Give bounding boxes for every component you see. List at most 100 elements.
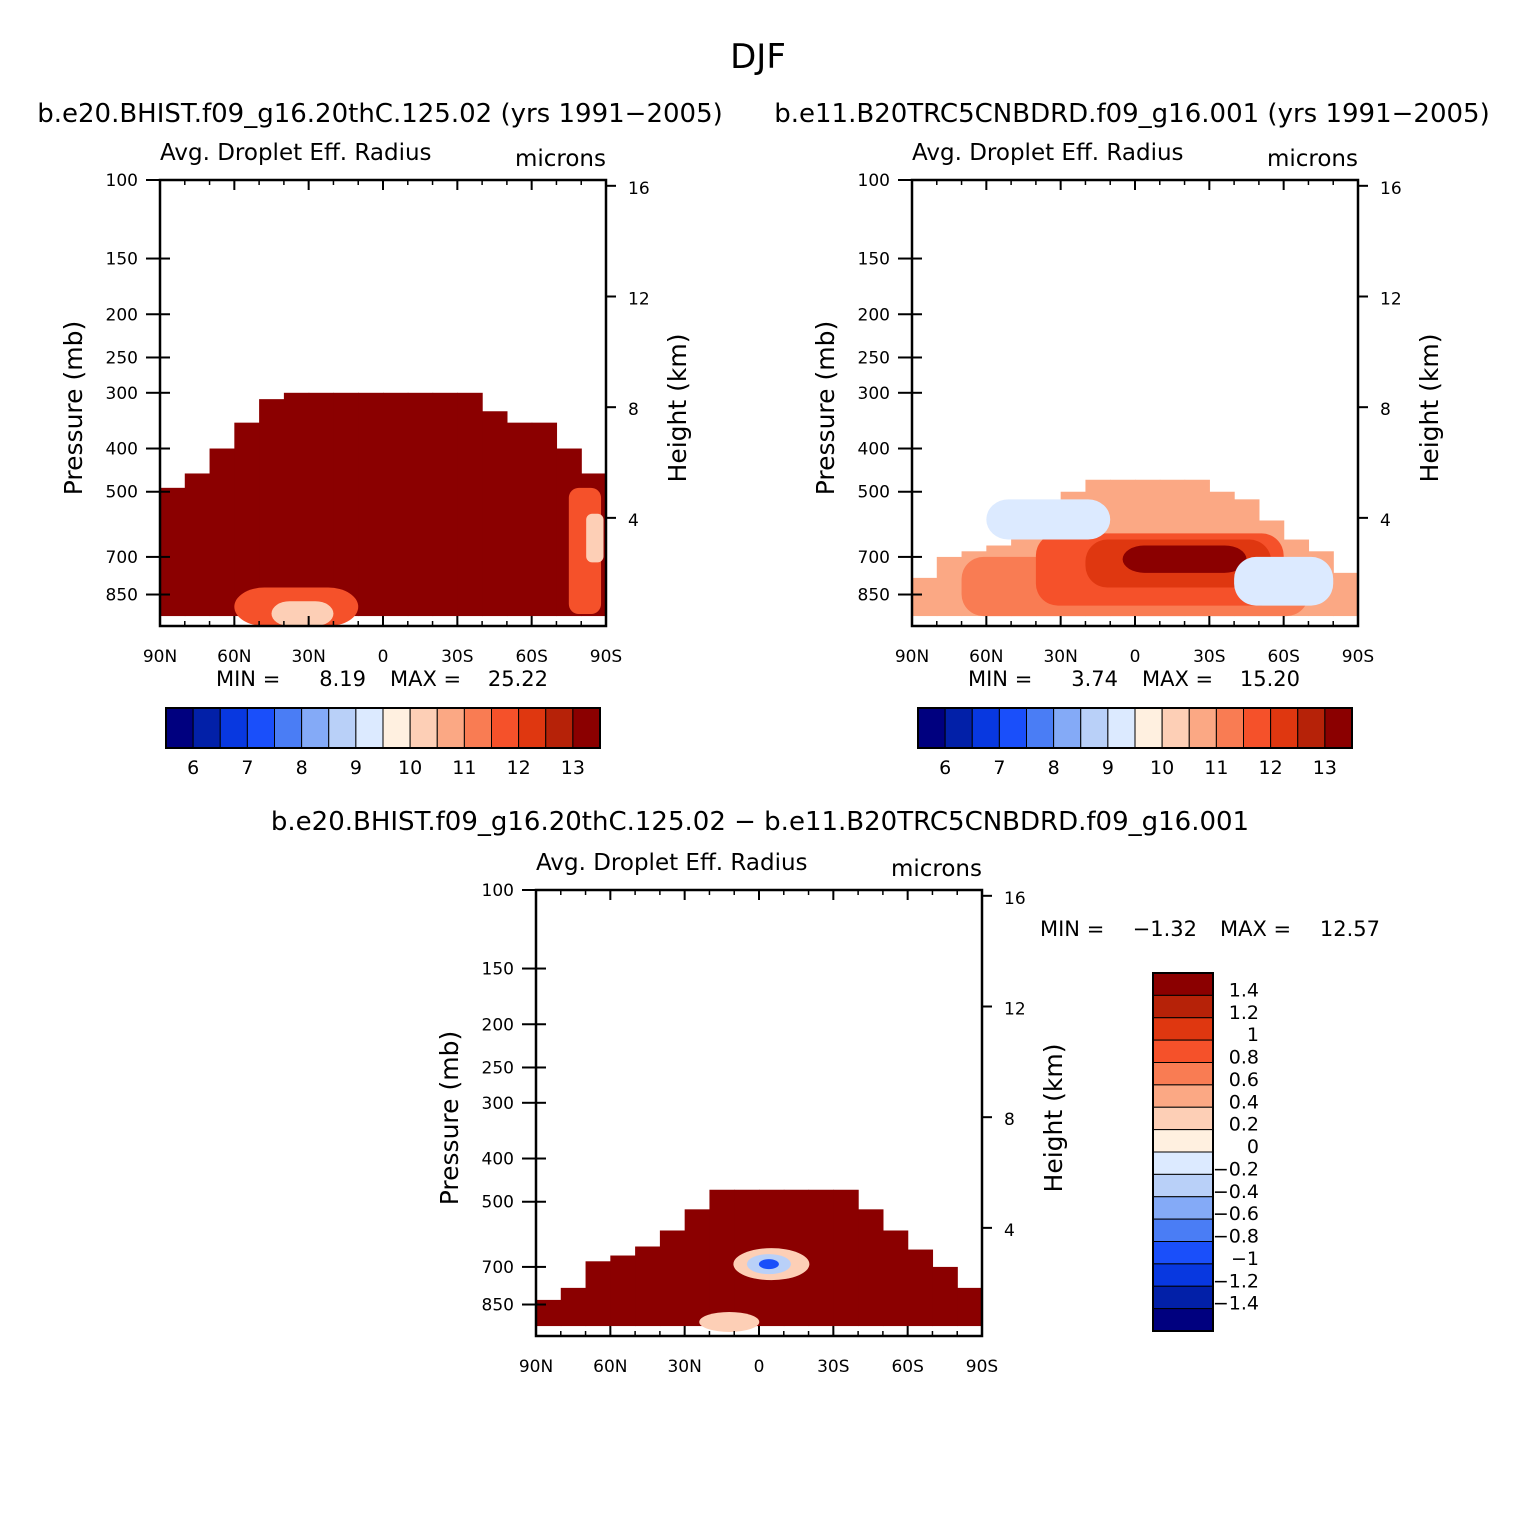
contour-cell <box>833 1189 859 1327</box>
colorbar-swatch <box>917 707 946 749</box>
colorbar-tick-label: −0.8 <box>1213 1226 1259 1248</box>
colorbar-swatch <box>1107 707 1136 749</box>
max-value: 25.22 <box>488 667 548 691</box>
y-tick-label: 700 <box>858 548 890 568</box>
colorbar-swatch <box>971 707 1000 749</box>
x-tick-label: 30S <box>441 647 473 667</box>
y2-tick-label: 8 <box>1380 400 1391 420</box>
x-tick-label: 30S <box>1193 647 1225 667</box>
contour-cell <box>808 1189 834 1327</box>
chart-panel-top-right: b.e11.B20TRC5CNBDRD.f09_g16.001 (yrs 199… <box>774 99 1489 779</box>
colorbar-swatch <box>463 707 492 749</box>
contour-cell <box>209 448 235 617</box>
x-tick-label: 30N <box>667 1357 701 1377</box>
contour-cell <box>432 392 458 617</box>
colorbar-swatch <box>1053 707 1082 749</box>
min-value: 3.74 <box>1071 667 1118 691</box>
colorbar-frame <box>165 707 601 749</box>
colorbar-tick-label: 8 <box>296 757 308 779</box>
colorbar-tick-label: 6 <box>187 757 199 779</box>
contour-region <box>758 1259 779 1270</box>
y-tick-label: 300 <box>858 384 890 404</box>
y2-tick-label: 4 <box>628 511 639 531</box>
field-label: Avg. Droplet Eff. Radius <box>912 140 1184 166</box>
colorbar-tick-label: 1.2 <box>1229 1002 1259 1024</box>
contour-cell <box>560 1287 587 1327</box>
colorbar-tick-label: 1 <box>1247 1024 1259 1046</box>
colorbar-swatch <box>1161 707 1190 749</box>
y-tick-label: 250 <box>106 348 138 368</box>
y-tick-label: 300 <box>482 1094 514 1114</box>
contour-cell <box>283 392 310 617</box>
colorbar-swatch <box>1152 1263 1214 1287</box>
units-label: microns <box>1267 146 1358 172</box>
colorbar-swatch <box>1152 1218 1214 1242</box>
colorbar-swatch <box>1324 707 1353 749</box>
colorbar-swatch <box>491 707 520 749</box>
colorbar-tick-label: 10 <box>1150 757 1174 779</box>
colorbar-swatch <box>409 707 438 749</box>
y-tick-label: 100 <box>482 881 514 901</box>
y-tick-label: 850 <box>482 1296 514 1316</box>
colorbar-tick-label: 13 <box>1313 757 1337 779</box>
contour-cell <box>383 392 409 617</box>
y2-tick-label: 4 <box>1004 1221 1015 1241</box>
contour-cell <box>610 1255 636 1327</box>
colorbar-tick-label: 1.4 <box>1229 979 1259 1001</box>
y-tick-label: 100 <box>858 171 890 191</box>
x-tick-label: 0 <box>754 1357 765 1377</box>
min-value: 8.19 <box>319 667 366 691</box>
colorbar-swatch <box>436 707 465 749</box>
colorbar-tick-label: 0.4 <box>1229 1091 1259 1113</box>
max-label: MAX = <box>1220 917 1291 941</box>
contour-cell <box>936 556 963 617</box>
contour-field <box>536 1189 983 1332</box>
colorbar-tick-label: −1.2 <box>1213 1270 1259 1292</box>
x-tick-label: 60S <box>1267 647 1299 667</box>
colorbar-swatch <box>274 707 303 749</box>
y2-tick-label: 8 <box>1004 1110 1015 1130</box>
x-tick-label: 0 <box>378 647 389 667</box>
x-tick-label: 90S <box>590 647 622 667</box>
y-axis-label: Pressure (mb) <box>811 321 840 495</box>
colorbar-swatch <box>219 707 248 749</box>
contour-cell <box>907 1249 934 1327</box>
colorbar-swatch <box>1152 994 1214 1019</box>
colorbar-swatch <box>1152 1106 1214 1131</box>
colorbar-swatch <box>1243 707 1272 749</box>
contour-region <box>586 513 604 563</box>
colorbar-frame <box>1152 972 1214 1332</box>
max-value: 15.20 <box>1240 667 1300 691</box>
contour-field <box>912 479 1359 617</box>
y-tick-label: 400 <box>482 1150 514 1170</box>
x-tick-label: 90N <box>143 647 177 667</box>
colorbar-swatch <box>1152 1308 1214 1332</box>
contour-cell <box>684 1209 711 1327</box>
colorbar-tick-label: 7 <box>993 757 1005 779</box>
max-label: MAX = <box>1142 667 1213 691</box>
x-tick-label: 60N <box>969 647 1003 667</box>
contour-cell <box>635 1246 661 1327</box>
colorbar-swatch <box>1134 707 1163 749</box>
contour-cell <box>858 1209 884 1327</box>
y2-axis-label: Height (km) <box>663 334 692 483</box>
colorbar-tick-label: 6 <box>939 757 951 779</box>
colorbar-tick-label: 10 <box>398 757 422 779</box>
y-tick-label: 400 <box>858 440 890 460</box>
y2-tick-label: 4 <box>1380 511 1391 531</box>
contour-cell <box>308 392 335 617</box>
y-tick-label: 500 <box>482 1193 514 1213</box>
contour-cell <box>912 577 938 617</box>
y2-tick-label: 16 <box>628 179 650 199</box>
colorbar-swatch <box>545 707 574 749</box>
panel-title: b.e11.B20TRC5CNBDRD.f09_g16.001 (yrs 199… <box>774 99 1489 129</box>
contour-cell <box>259 399 285 617</box>
contour-cell <box>184 473 211 617</box>
units-label: microns <box>515 146 606 172</box>
chart-panel-bottom: b.e20.BHIST.f09_g16.20thC.125.02 − b.e11… <box>271 807 1380 1377</box>
y-tick-label: 250 <box>482 1058 514 1078</box>
contour-cell <box>333 392 359 617</box>
colorbar-frame <box>917 707 1353 749</box>
contour-region <box>1234 556 1334 606</box>
